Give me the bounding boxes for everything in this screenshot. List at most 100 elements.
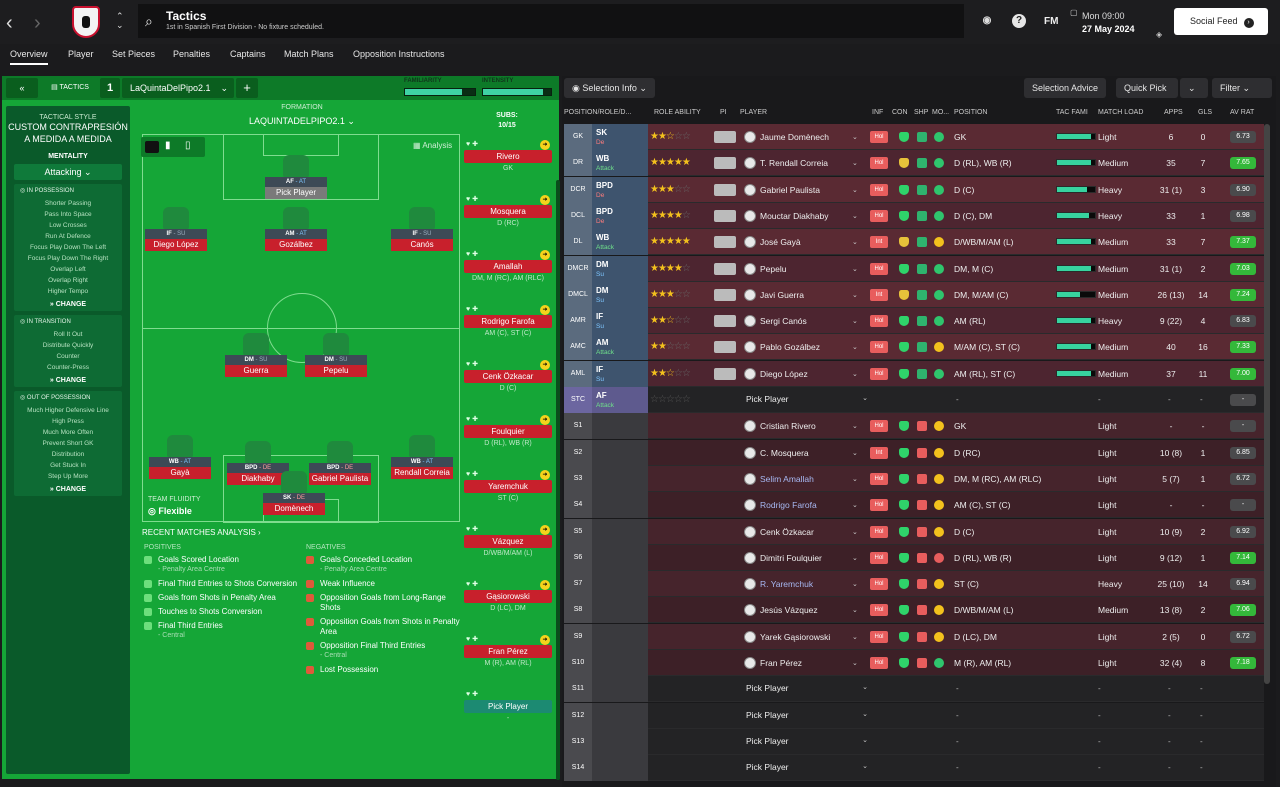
analysis-item[interactable]: Final Third Entries - Central [144, 621, 304, 641]
table-row[interactable]: AMC AM Attack ★★☆☆☆ Pablo Gozálbez ⌄ Hol M/AM (… [564, 334, 1264, 361]
table-row[interactable]: AMR IF Su ★★☆☆☆ Sergi Canós ⌄ Hol AM (RL) Heavy 9… [564, 308, 1264, 335]
pick-player-select[interactable]: Pick Player ⌄ [746, 394, 868, 404]
col-apps[interactable]: APPS [1164, 109, 1183, 116]
recent-analysis-link[interactable]: RECENT MATCHES ANALYSIS › [142, 528, 261, 537]
table-row[interactable]: S8 Jesús Vázquez ⌄ Hol D/WB/M/AM (L) Medium 13… [564, 597, 1264, 624]
table-row[interactable]: S13 Pick Player ⌄ - - - - [564, 728, 1264, 755]
chevron-down-icon[interactable]: ⌄ [852, 660, 858, 667]
chevron-down-icon[interactable]: ⌄ [852, 134, 858, 141]
table-row[interactable]: GK SK De ★★☆☆☆ Jaume Domènech ⌄ Hol GK Light 6 0 6.… [564, 124, 1264, 150]
tab-match-plans[interactable]: Match Plans [284, 49, 334, 59]
col-match-load[interactable]: MATCH LOAD [1098, 109, 1144, 116]
team-fluidity[interactable]: ◎ Flexible [148, 506, 192, 516]
social-feed-button[interactable]: Social Feed › [1174, 8, 1268, 35]
pitch-player[interactable]: DM - SU Guerra [225, 333, 287, 377]
table-row[interactable]: S11 Pick Player ⌄ - - - - [564, 676, 1264, 703]
analysis-link[interactable]: ▦ Analysis [413, 141, 453, 150]
table-row[interactable]: S5 Cenk Özkacar ⌄ Hol D (C) Light 10 (9) 2 6.92 [564, 518, 1264, 545]
player-name[interactable]: Mouctar Diakhaby [760, 210, 829, 221]
player-interaction-icon[interactable] [714, 209, 736, 222]
collapse-icon[interactable]: « [6, 78, 38, 98]
game-date[interactable]: Mon 09:00 27 May 2024 [1082, 10, 1135, 36]
sub-arrow-icon[interactable]: ➜ [540, 305, 550, 315]
chevron-down-icon[interactable]: ⌄ [852, 186, 858, 194]
col-position-role[interactable]: POSITION/ROLE/D... [564, 109, 632, 116]
role-cell[interactable]: IF Su [592, 360, 648, 387]
chevron-down-icon[interactable]: ⌄ [852, 265, 858, 273]
sub-slot[interactable]: ♥ ✚ ➜ Rodrigo Farofa AM (C), ST (C) [464, 305, 552, 353]
player-name[interactable]: Diego López [760, 368, 808, 379]
chevron-down-icon[interactable]: ⌄ [852, 449, 858, 457]
player-name[interactable]: Rodrigo Farofa [760, 500, 817, 511]
chevron-down-icon[interactable]: ⌄ [852, 160, 858, 168]
pick-player-select[interactable]: Pick Player ⌄ [746, 735, 868, 746]
stats-view-icon[interactable]: ▮ [165, 140, 171, 151]
forward-icon[interactable]: › [34, 12, 41, 34]
col-tac-fami[interactable]: TAC FAMI [1056, 109, 1088, 116]
player-name[interactable]: Cenk Özkacar [760, 526, 814, 537]
sub-arrow-icon[interactable]: ➜ [540, 195, 550, 205]
player-name[interactable]: Cristian Rivero [760, 421, 816, 432]
chevron-down-icon[interactable]: ⌄ [852, 581, 858, 589]
player-name[interactable]: Sergi Canós [760, 316, 807, 327]
sub-arrow-icon[interactable]: ➜ [540, 140, 550, 150]
sub-slot[interactable]: ♥ ✚ ➜ Vázquez D/WB/M/AM (L) [464, 525, 552, 573]
sub-arrow-icon[interactable]: ➜ [540, 580, 550, 590]
sub-arrow-icon[interactable]: ➜ [540, 470, 550, 480]
sub-slot[interactable]: ♥ ✚ ➜ Mosquera D (RC) [464, 195, 552, 243]
player-name[interactable]: José Gayà [760, 237, 801, 248]
role-cell[interactable]: AF Attack [592, 387, 648, 413]
table-row[interactable]: S4 Rodrigo Farofa ⌄ Hol AM (C), ST (C) Light -… [564, 492, 1264, 519]
intensity-bar[interactable] [482, 88, 552, 96]
chevron-down-icon[interactable]: ⌄ [852, 370, 858, 378]
chevron-down-icon[interactable]: ⌄ [852, 607, 858, 615]
tab-penalties[interactable]: Penalties [173, 49, 211, 59]
analysis-item[interactable]: Goals Conceded Location - Penalty Area Ce… [306, 555, 460, 575]
selection-advice-button[interactable]: Selection Advice [1024, 78, 1107, 98]
analysis-item[interactable]: Weak Influence [306, 579, 460, 589]
club-switch-icon[interactable]: ⌃ ⌄ [116, 11, 124, 30]
shirt-view-icon[interactable] [145, 141, 159, 153]
analysis-item[interactable]: Opposition Goals from Shots in Penalty A… [306, 617, 460, 637]
player-interaction-icon[interactable] [714, 183, 736, 196]
analysis-item[interactable]: Lost Possession [306, 665, 460, 675]
player-interaction-icon[interactable] [714, 288, 736, 301]
table-row[interactable]: S14 Pick Player ⌄ - - - - [564, 755, 1264, 782]
chevron-down-icon[interactable]: ⌄ [852, 239, 858, 247]
sub-arrow-icon[interactable]: ➜ [540, 415, 550, 425]
table-row[interactable]: DR WB Attack ★★★★★ T. Rendall Correia ⌄ Hol D (… [564, 150, 1264, 177]
analysis-item[interactable]: Opposition Final Third Entries - Central [306, 641, 460, 661]
chevron-down-icon[interactable]: ⌄ [852, 291, 858, 299]
tab-player[interactable]: Player [68, 49, 94, 59]
club-crest[interactable] [72, 6, 100, 38]
sub-slot[interactable]: ♥ ✚ ➜ Fran Pérez M (R), AM (RL) [464, 635, 552, 683]
table-row[interactable]: DMCR DM Su ★★★★☆ Pepelu ⌄ Hol DM, M (C) Medium 31… [564, 255, 1264, 282]
tab-overview[interactable]: Overview [10, 49, 48, 65]
mentality-select[interactable]: Attacking ⌄ [14, 164, 122, 180]
table-row[interactable]: S2 C. Mosquera ⌄ Int D (RC) Light 10 (8) 1 6.85 [564, 439, 1264, 466]
player-name[interactable]: Pepelu [760, 263, 787, 274]
pick-player-select[interactable]: Pick Player ⌄ [746, 709, 868, 720]
table-row[interactable]: STC AF Attack ☆☆☆☆☆ Pick Player ⌄ - - - - - [564, 387, 1264, 413]
player-name[interactable]: Javi Guerra [760, 289, 804, 300]
col-player[interactable]: PLAYER [740, 109, 768, 116]
tab-opposition-instructions[interactable]: Opposition Instructions [353, 49, 445, 59]
table-row[interactable]: S6 Dimitri Foulquier ⌄ Hol D (RL), WB (R) Lig… [564, 544, 1264, 571]
calendar-icon[interactable]: ▢ [1070, 8, 1078, 17]
sub-slot[interactable]: ♥ ✚ ➜ Cenk Özkacar D (C) [464, 360, 552, 408]
table-row[interactable]: DL WB Attack ★★★★★ José Gayà ⌄ Int D/WB/M/AM (L… [564, 229, 1264, 256]
role-cell[interactable]: AM Attack [592, 334, 648, 361]
pitch-player[interactable]: AM - AT Gozálbez [265, 207, 327, 251]
analysis-item[interactable]: Goals Scored Location - Penalty Area Cent… [144, 555, 304, 575]
back-icon[interactable]: ‹ [6, 12, 13, 34]
player-interaction-icon[interactable] [714, 367, 736, 380]
role-cell[interactable]: WB Attack [592, 150, 648, 177]
role-cell[interactable]: BPD De [592, 202, 648, 229]
col-av-rat[interactable]: AV RAT [1230, 109, 1255, 116]
add-tactic-button[interactable]: + [236, 78, 258, 98]
role-cell[interactable]: WB Attack [592, 229, 648, 256]
role-cell[interactable]: SK De [592, 124, 648, 150]
table-row[interactable]: S10 Fran Pérez ⌄ Hol M (R), AM (RL) Light 32 (… [564, 650, 1264, 676]
pitch-player[interactable]: IF - SU Canós [391, 207, 453, 251]
sub-slot[interactable]: ♥ ✚ ➜ Foulquier D (RL), WB (R) [464, 415, 552, 463]
